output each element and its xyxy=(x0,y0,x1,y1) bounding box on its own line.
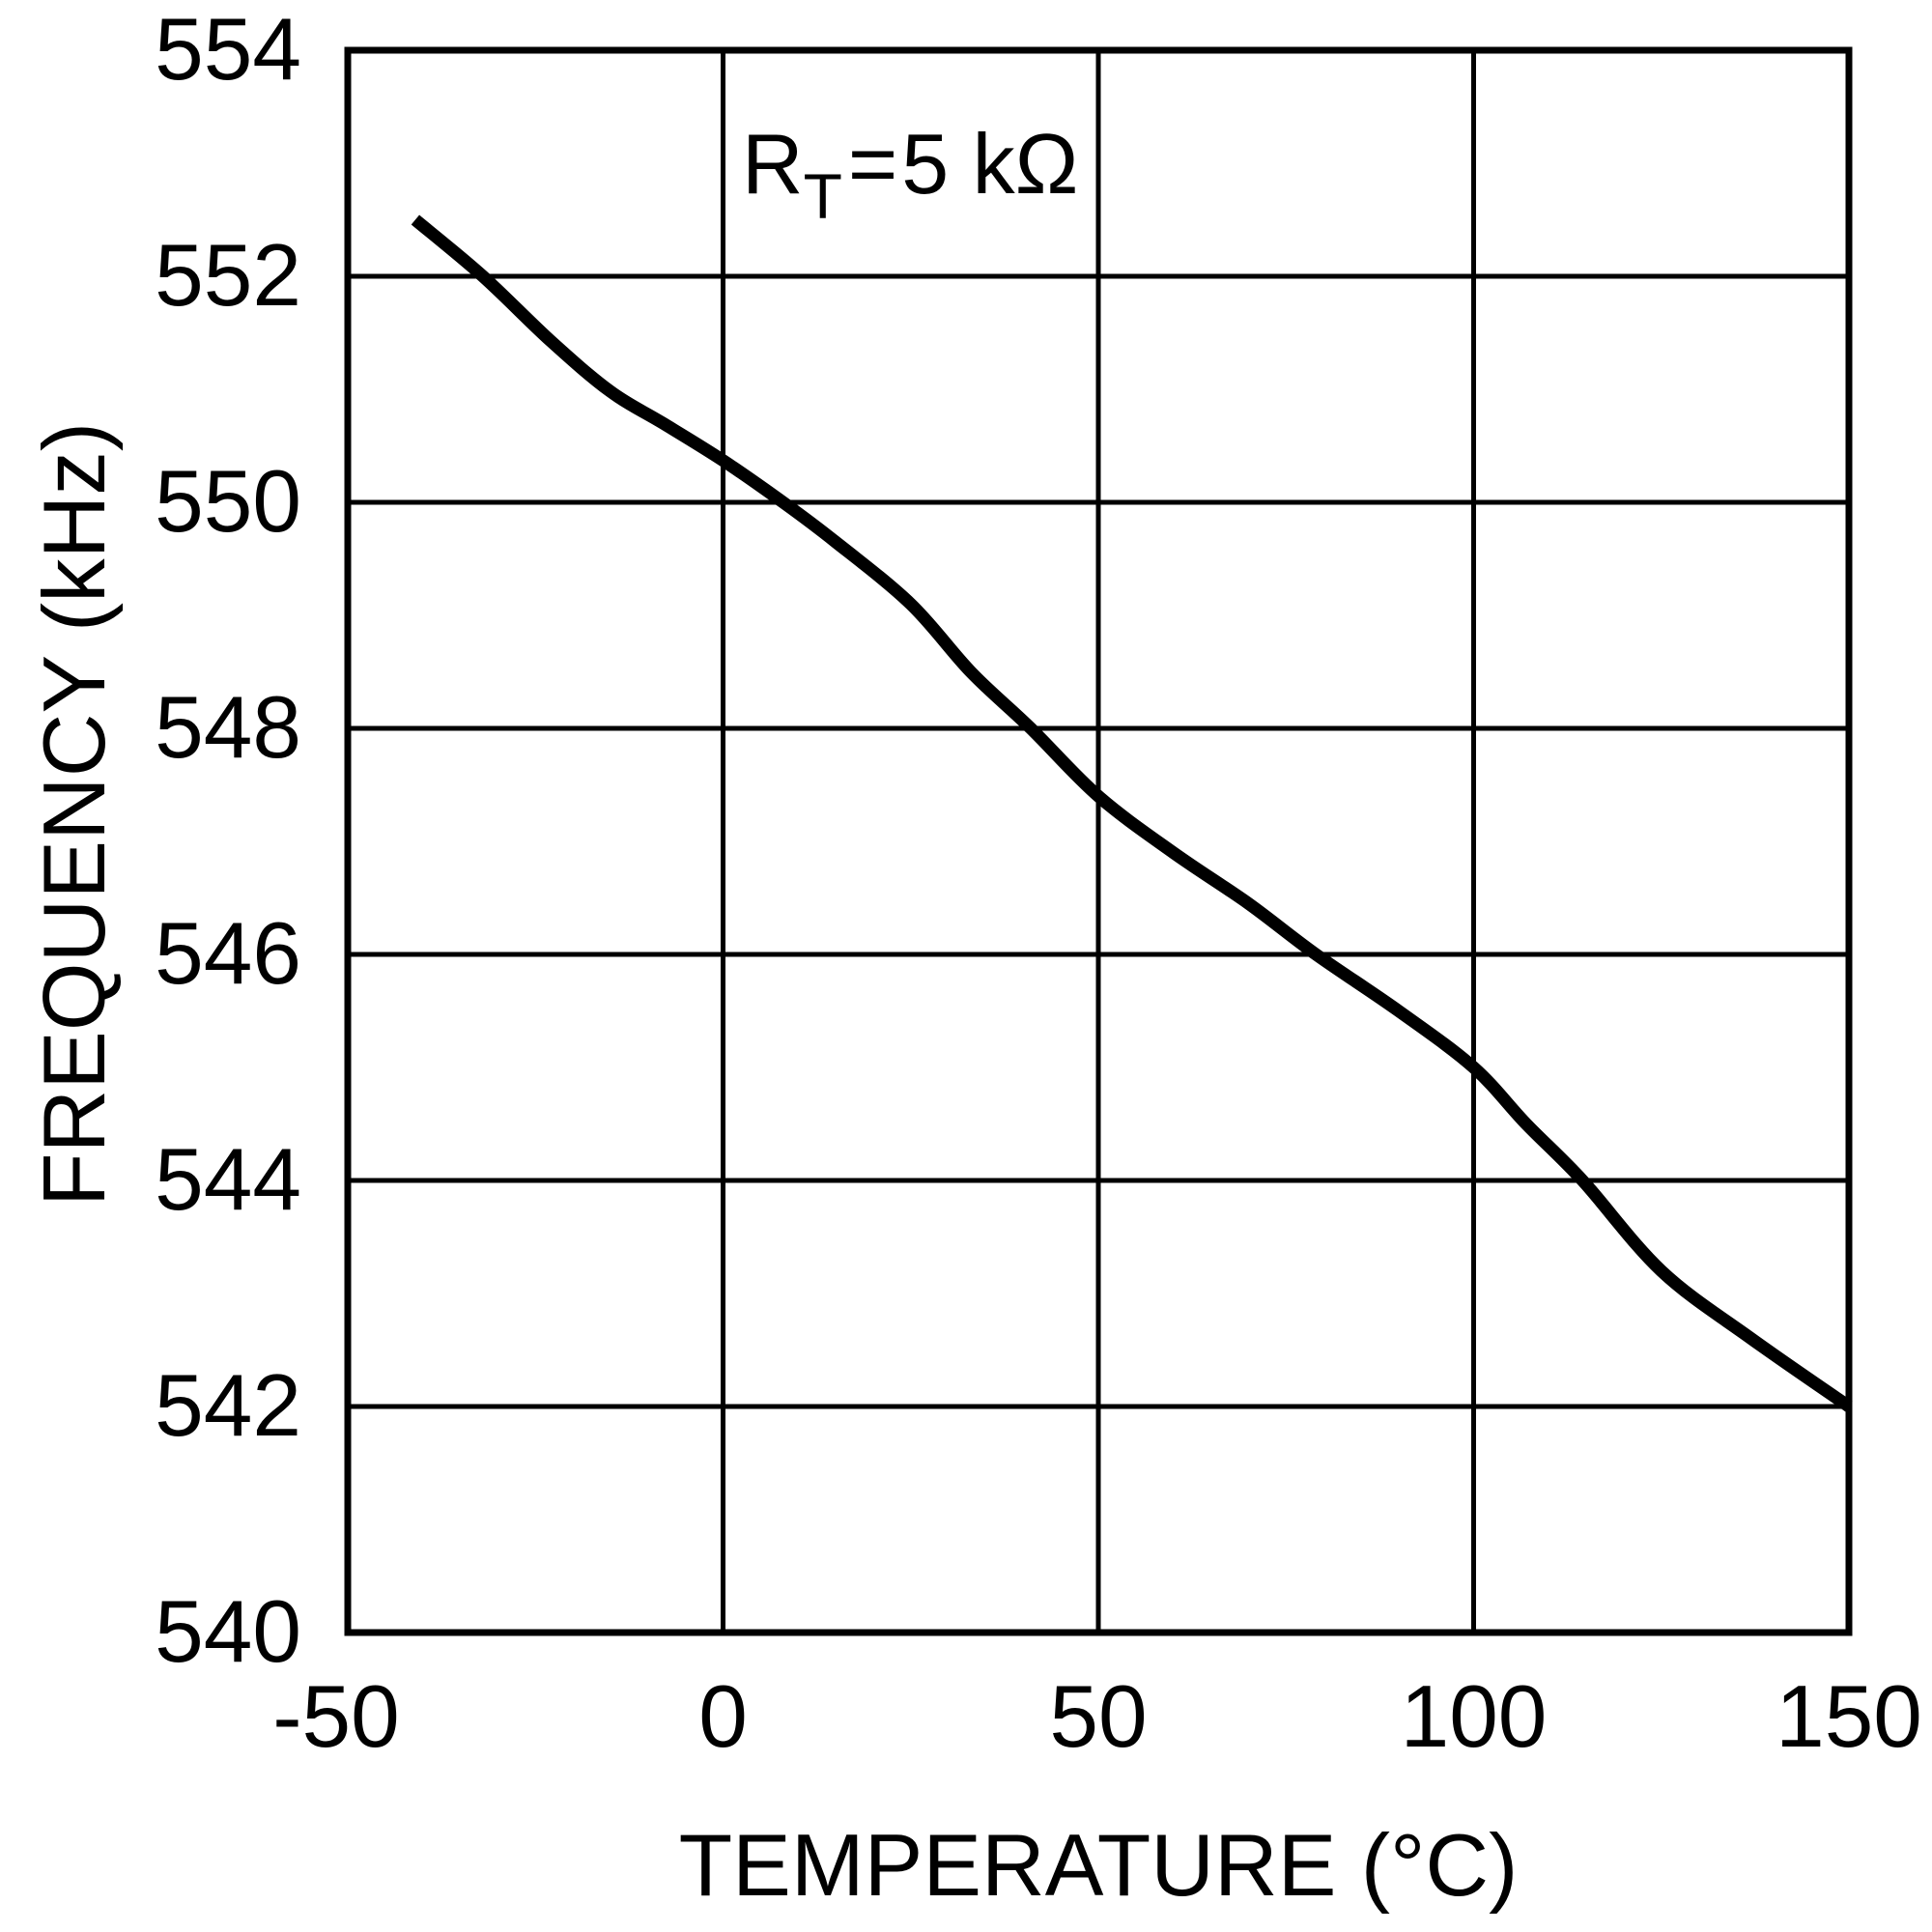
y-tick-label: 546 xyxy=(155,905,301,1003)
x-tick-label: 0 xyxy=(698,1668,748,1766)
data-line xyxy=(411,214,1853,1412)
annotation-rt: RT=5 kΩ xyxy=(742,116,1078,232)
y-tick-label: 550 xyxy=(155,453,301,551)
y-tick-label: 542 xyxy=(155,1357,301,1455)
x-tick-label: 100 xyxy=(1401,1668,1548,1766)
y-tick-label: 540 xyxy=(155,1583,301,1681)
y-tick-label: 552 xyxy=(155,227,301,325)
grid-lines xyxy=(345,47,1852,1635)
x-tick-label: -50 xyxy=(272,1668,400,1766)
y-axis-tick-labels: 554 552 550 548 546 544 542 540 xyxy=(155,1,301,1681)
x-axis-title: TEMPERATURE (°C) xyxy=(679,1817,1519,1915)
y-tick-label: 544 xyxy=(155,1131,301,1229)
plot-frame xyxy=(344,46,1853,1636)
x-axis-tick-labels: -50 0 50 100 150 xyxy=(272,1668,1922,1766)
y-tick-label: 554 xyxy=(155,1,301,99)
y-tick-label: 548 xyxy=(155,679,301,777)
x-tick-label: 150 xyxy=(1776,1668,1922,1766)
x-tick-label: 50 xyxy=(1049,1668,1147,1766)
y-axis-title: FREQUENCY (kHz) xyxy=(26,422,124,1207)
